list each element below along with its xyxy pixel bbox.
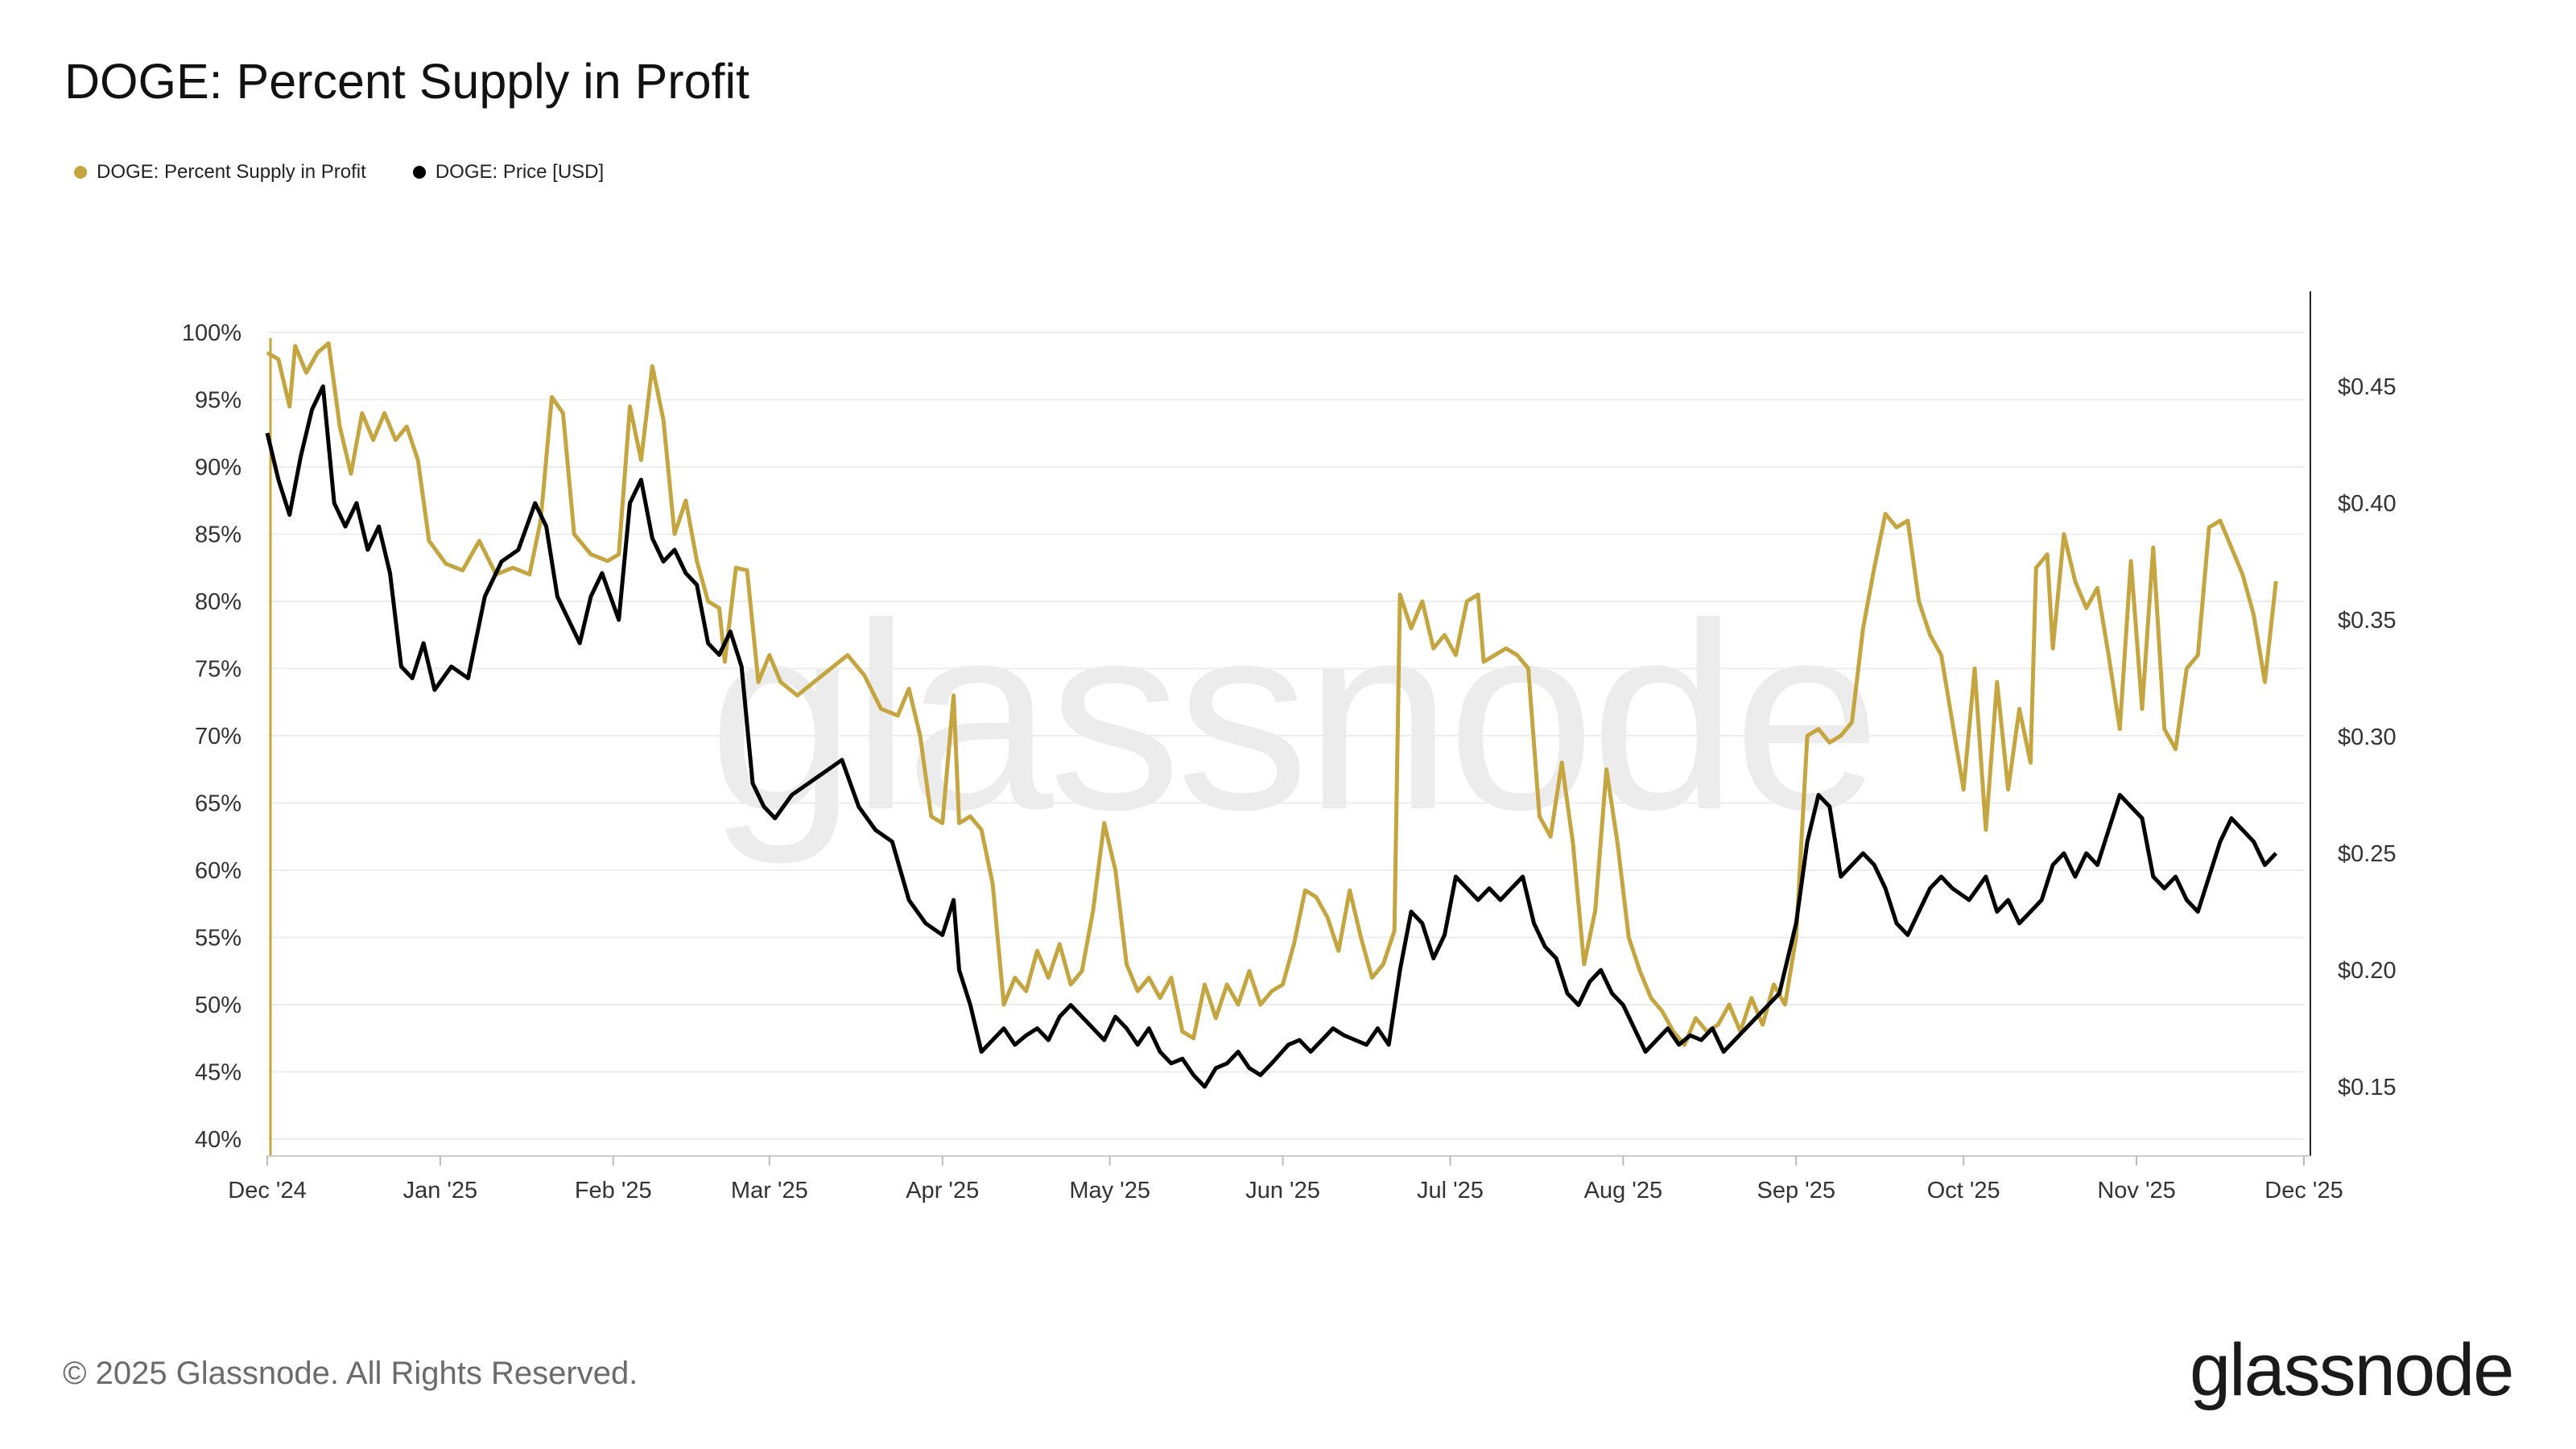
y-right-tick-label: $0.35 <box>2338 608 2396 634</box>
x-tick-label: Jun '25 <box>1245 1178 1320 1203</box>
y-right-tick-label: $0.20 <box>2338 958 2396 984</box>
supply-in-profit-line <box>266 341 2278 1047</box>
y-left-tick-label: 50% <box>195 993 242 1018</box>
y-right-tick-label: $0.45 <box>2338 374 2396 400</box>
x-tick-label: Dec '24 <box>228 1178 306 1203</box>
chart-title: DOGE: Percent Supply in Profit <box>64 54 749 109</box>
x-tick-label: Mar '25 <box>731 1178 808 1203</box>
y-left-tick-label: 65% <box>195 791 242 817</box>
legend-item-price[interactable]: DOGE: Price [USD] <box>412 161 605 184</box>
x-tick-label: Feb '25 <box>575 1178 652 1203</box>
y-left-tick-label: 95% <box>195 388 242 414</box>
y-left-tick-label: 100% <box>182 320 242 346</box>
legend-label-price: DOGE: Price [USD] <box>435 161 605 183</box>
price-line <box>265 384 2278 1089</box>
y-left-tick-label: 90% <box>195 455 242 481</box>
x-tick-label: Sep '25 <box>1757 1178 1835 1203</box>
copyright-text: © 2025 Glassnode. All Rights Reserved. <box>63 1356 638 1391</box>
legend-label-supply: DOGE: Percent Supply in Profit <box>97 161 366 183</box>
y-left-tick-label: 70% <box>195 724 242 749</box>
y-right-tick-label: $0.25 <box>2338 841 2396 867</box>
x-tick-label: Apr '25 <box>906 1178 979 1203</box>
x-tick-label: Oct '25 <box>1927 1178 2000 1203</box>
x-tick-label: Dec '25 <box>2264 1178 2343 1203</box>
y-left-tick-label: 85% <box>195 522 242 548</box>
y-left-tick-label: 45% <box>195 1060 242 1086</box>
y-left-tick-label: 80% <box>195 589 242 615</box>
x-tick-label: Nov '25 <box>2097 1178 2175 1203</box>
x-tick-label: May '25 <box>1069 1178 1150 1203</box>
y-left-tick-label: 60% <box>195 858 242 884</box>
y-right-tick-label: $0.40 <box>2338 491 2396 517</box>
legend-item-supply[interactable]: DOGE: Percent Supply in Profit <box>74 161 366 184</box>
x-tick-label: Jul '25 <box>1417 1178 1484 1203</box>
legend-dot-supply <box>74 166 87 179</box>
watermark: glassnode <box>708 568 1880 865</box>
legend-dot-price <box>412 166 426 179</box>
x-tick-label: Jan '25 <box>403 1178 478 1203</box>
y-right-tick-label: $0.15 <box>2338 1075 2396 1100</box>
y-right-tick-label: $0.30 <box>2338 724 2396 750</box>
x-tick-label: Aug '25 <box>1584 1178 1662 1203</box>
glassnode-logo: glassnode <box>2190 1329 2514 1411</box>
y-left-tick-label: 75% <box>195 657 242 683</box>
legend: DOGE: Percent Supply in Profit DOGE: Pri… <box>74 161 604 184</box>
y-left-tick-label: 55% <box>195 926 242 952</box>
y-left-tick-label: 40% <box>195 1127 242 1153</box>
